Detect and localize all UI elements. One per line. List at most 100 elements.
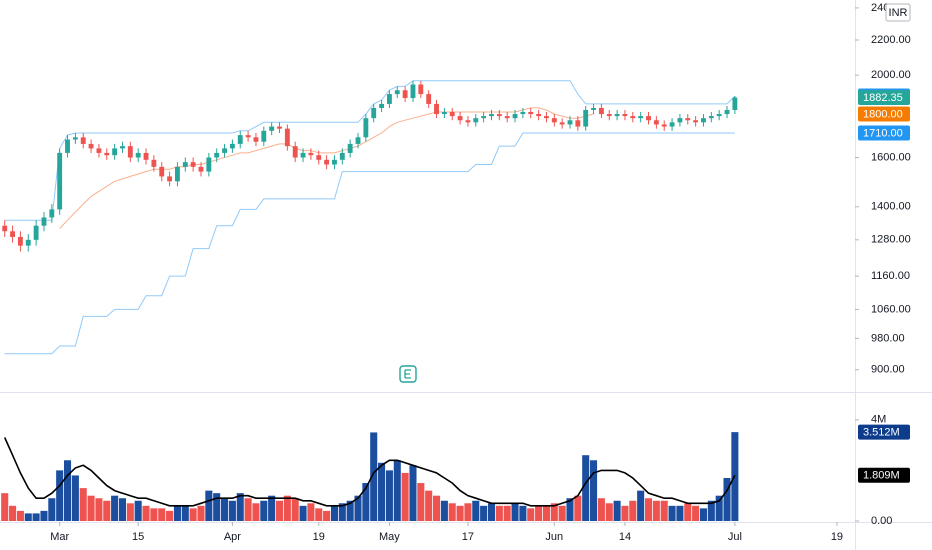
candle-body bbox=[261, 130, 267, 142]
volume-bar bbox=[189, 508, 197, 521]
candle-body bbox=[418, 84, 424, 95]
volume-bar bbox=[71, 475, 79, 521]
volume-bar bbox=[535, 505, 543, 521]
candle-body bbox=[175, 166, 180, 182]
x-tick-label: Mar bbox=[50, 531, 69, 543]
indicator-line bbox=[59, 107, 594, 229]
volume-bar bbox=[590, 460, 598, 521]
candle-body bbox=[496, 114, 502, 117]
candle-body bbox=[441, 112, 447, 115]
volume-bar bbox=[692, 505, 700, 521]
volume-bar bbox=[566, 498, 574, 521]
candle-body bbox=[206, 157, 212, 172]
price-badge bbox=[858, 125, 910, 141]
volume-bar bbox=[299, 505, 307, 521]
volume-bar bbox=[385, 470, 393, 521]
volume-bar bbox=[629, 500, 637, 521]
candle-body bbox=[598, 107, 604, 115]
volume-bar bbox=[660, 500, 668, 521]
candle-body bbox=[551, 118, 557, 123]
candle-body bbox=[567, 120, 573, 125]
volume-bar bbox=[605, 503, 613, 521]
candle-body bbox=[504, 116, 510, 119]
volume-bar bbox=[323, 510, 331, 521]
x-tick-label: Jul bbox=[728, 531, 742, 543]
candle-body bbox=[606, 114, 612, 117]
volume-bar bbox=[32, 513, 40, 521]
y-tick-label: 1060.00 bbox=[871, 303, 911, 315]
x-tick-label: 14 bbox=[619, 531, 631, 543]
candle-body bbox=[402, 90, 408, 99]
y-tick-label: 1160.00 bbox=[871, 270, 910, 282]
candle-body bbox=[371, 107, 377, 119]
volume-bar bbox=[275, 500, 284, 521]
candle-body bbox=[25, 239, 31, 246]
volume-bar bbox=[550, 503, 558, 521]
volume-bar bbox=[244, 498, 252, 521]
candle-body bbox=[214, 152, 220, 158]
earnings-glyph bbox=[404, 369, 411, 379]
candle-body bbox=[17, 236, 23, 246]
volume-bar bbox=[684, 503, 692, 521]
x-tick-label: May bbox=[379, 531, 400, 543]
y-tick-label: 1400.00 bbox=[871, 201, 911, 213]
volume-bar bbox=[715, 495, 723, 521]
candle-body bbox=[630, 116, 636, 119]
volume-tick-label: 4M bbox=[871, 414, 886, 426]
candle-body bbox=[120, 146, 125, 149]
overlay-layer bbox=[4, 80, 736, 355]
volume-bar bbox=[252, 503, 260, 521]
candle-body bbox=[143, 152, 149, 160]
candle-body bbox=[33, 225, 39, 240]
volume-bar bbox=[197, 505, 205, 521]
volume-bar bbox=[613, 500, 621, 521]
volume-bar bbox=[574, 495, 582, 521]
candle-body bbox=[646, 116, 651, 121]
volume-bar bbox=[63, 460, 72, 521]
volume-bar bbox=[236, 493, 244, 521]
mark-layer bbox=[1, 80, 739, 521]
candle-body bbox=[10, 231, 15, 237]
candle-body bbox=[622, 114, 628, 117]
price-badge bbox=[858, 467, 910, 483]
currency-frame[interactable] bbox=[885, 3, 911, 22]
volume-bar bbox=[425, 490, 433, 521]
currency-box[interactable]: INR bbox=[885, 3, 911, 22]
candle-body bbox=[426, 94, 432, 104]
volume-bar bbox=[527, 508, 535, 521]
volume-bar bbox=[621, 505, 629, 521]
volume-bar bbox=[378, 462, 386, 521]
volume-bar bbox=[472, 500, 480, 521]
axis-layer: 900.00 980.00 1060.00 1160.00 1280.00 1400.00… bbox=[50, 2, 911, 543]
volume-bar bbox=[503, 505, 511, 521]
candle-body bbox=[583, 109, 589, 127]
candle-body bbox=[520, 112, 526, 115]
candle-body bbox=[638, 116, 644, 119]
volume-bar bbox=[597, 498, 605, 521]
candle-body bbox=[708, 116, 714, 119]
volume-bar bbox=[79, 488, 87, 521]
candle-body bbox=[65, 139, 70, 153]
earnings-marker[interactable] bbox=[399, 365, 417, 383]
candle-body bbox=[104, 152, 110, 156]
candle-body bbox=[151, 159, 157, 167]
y-tick-label: 900.00 bbox=[871, 364, 905, 376]
candle-body bbox=[693, 120, 699, 123]
volume-bar bbox=[668, 505, 676, 521]
volume-bar bbox=[362, 483, 370, 521]
volume-bar bbox=[126, 503, 134, 521]
candle-body bbox=[300, 152, 306, 158]
candle-body bbox=[96, 148, 102, 153]
x-tick-label: 19 bbox=[313, 531, 325, 543]
candle-body bbox=[49, 209, 55, 218]
price-badge bbox=[858, 90, 910, 106]
candle-body bbox=[229, 143, 235, 149]
candle-body bbox=[512, 114, 518, 119]
candle-body bbox=[489, 114, 494, 117]
candle-body bbox=[379, 103, 385, 108]
candle-body bbox=[41, 217, 47, 226]
volume-bar bbox=[111, 495, 119, 521]
candle-body bbox=[465, 120, 471, 123]
volume-bar bbox=[315, 508, 323, 521]
candle-body bbox=[332, 159, 337, 165]
